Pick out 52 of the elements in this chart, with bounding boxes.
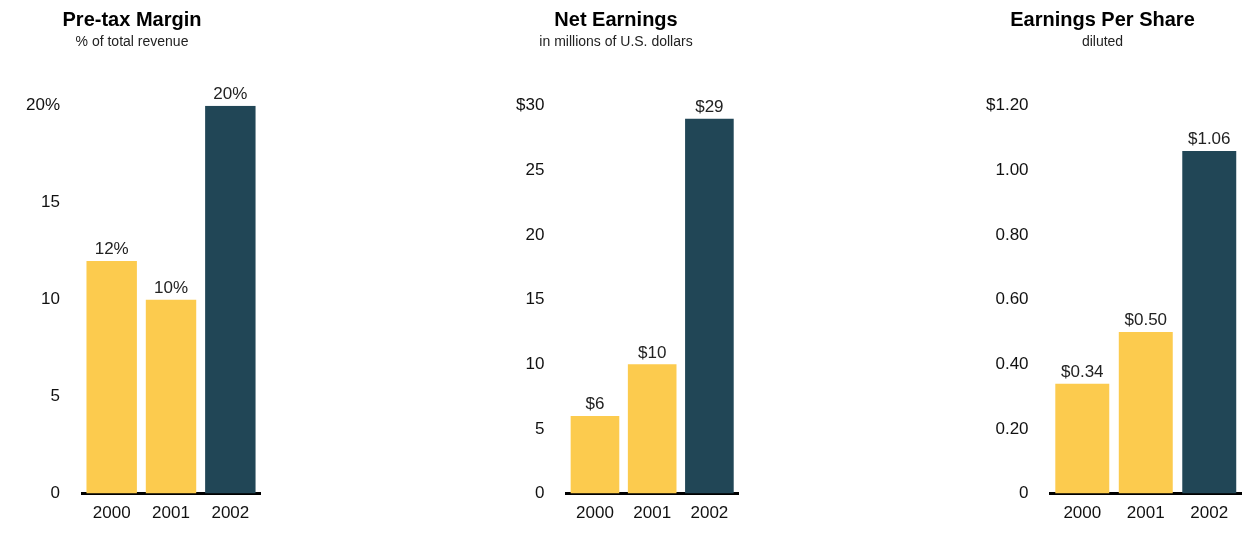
chart-subtitle: % of total revenue [75,33,189,50]
x-tick-label: 2002 [211,503,250,523]
data-label: $10 [637,342,667,362]
data-label: $0.34 [1061,361,1104,381]
x-tick-label: 2001 [633,503,672,523]
x-tick-label: 2002 [1190,503,1229,523]
chart-title: Earnings Per Share [1010,7,1195,30]
chart-subtitle: in millions of U.S. dollars [539,33,693,50]
y-tick-label: 5 [534,418,545,438]
y-tick-label: 5 [50,386,61,406]
y-tick-label: 15 [41,192,61,212]
bar [86,260,137,494]
x-tick-label: 2000 [1063,503,1102,523]
data-label: $29 [695,96,724,116]
bar [627,364,677,494]
x-tick-label: 2000 [576,503,614,523]
y-tick-label: 10 [525,354,545,374]
y-tick-label: 0.20 [995,418,1029,438]
chart-title: Pre-tax Margin [62,7,202,30]
y-tick-label: 0.40 [995,354,1029,374]
y-tick-label: 0 [534,483,545,503]
bar [145,299,197,494]
x-tick-label: 2001 [1126,503,1165,523]
data-label: 10% [154,277,189,297]
x-tick-label: 2001 [152,503,190,523]
chart-subtitle: diluted [1081,33,1124,50]
bar [1118,332,1173,494]
y-tick-label: 0.60 [995,289,1029,309]
y-tick-label: $30 [515,95,545,115]
bar [685,118,734,494]
y-tick-label: 20 [525,224,545,244]
x-tick-label: 2002 [690,503,729,523]
chart-title: Net Earnings [554,7,678,30]
data-label: $0.50 [1124,310,1168,330]
bar [1182,151,1237,494]
bar [205,105,256,494]
y-tick-label: 15 [525,289,545,309]
bar [570,416,620,494]
data-label: 12% [94,239,129,259]
data-label: 20% [213,83,248,103]
bar [1055,383,1110,494]
y-tick-label: 0.80 [995,224,1029,244]
y-tick-label: 0 [1019,483,1029,503]
y-tick-label: 20% [25,95,61,115]
data-label: $1.06 [1187,129,1231,149]
y-tick-label: 25 [525,160,545,180]
y-tick-label: 0 [50,483,61,503]
x-tick-label: 2000 [92,503,131,523]
data-label: $6 [585,394,605,414]
y-tick-label: 10 [41,289,61,309]
y-tick-label: 1.00 [995,160,1029,180]
y-tick-label: $1.20 [985,95,1029,115]
